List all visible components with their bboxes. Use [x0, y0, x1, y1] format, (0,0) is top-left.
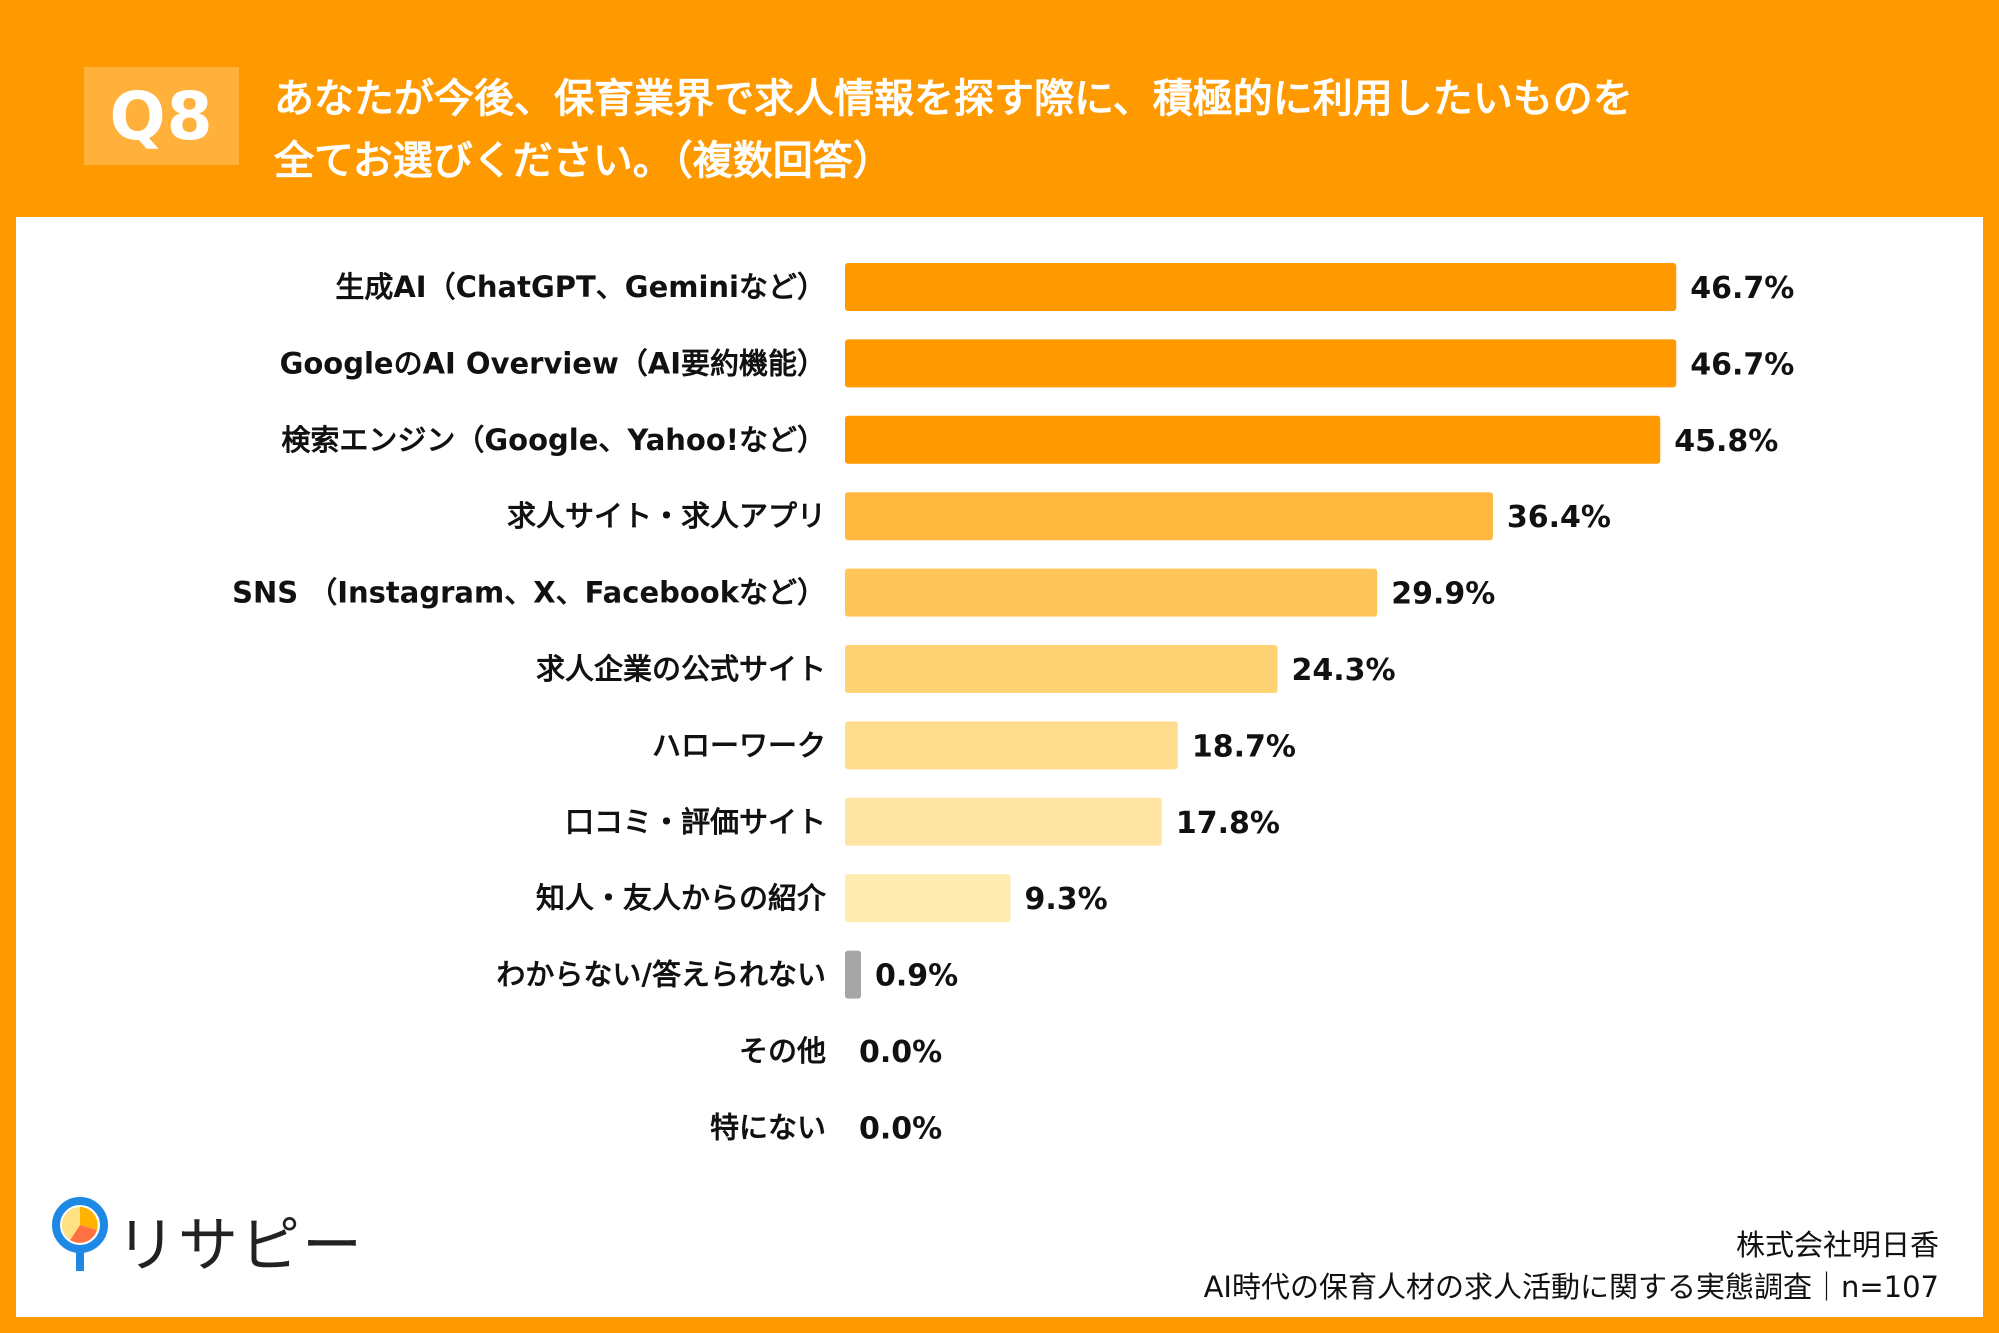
category-label: ハローワーク: [652, 728, 826, 762]
bar: [845, 492, 1493, 541]
bar: [845, 721, 1178, 770]
category-label: 検索エンジン（Google、Yahoo!など）: [281, 423, 826, 457]
category-label: わからない/答えられない: [496, 958, 826, 992]
bar: [845, 415, 1661, 464]
survey-caption: AI時代の保育人材の求人活動に関する実態調査｜n=107: [1203, 1270, 1939, 1304]
category-label: 生成AI（ChatGPT、Geminiなど）: [335, 270, 826, 304]
bar: [845, 568, 1378, 617]
category-label: SNS （Instagram、X、Facebookなど）: [232, 576, 826, 610]
category-label: 特にない: [710, 1110, 826, 1144]
category-label: 口コミ・評価サイト: [565, 805, 826, 839]
question-title: あなたが今後、保育業界で求人情報を探す際に、積極的に利用したいものを 全てお選び…: [274, 68, 1924, 192]
header: Q8 あなたが今後、保育業界で求人情報を探す際に、積極的に利用したいものを 全て…: [0, 0, 1999, 215]
bar: [845, 645, 1278, 693]
bar: [845, 950, 862, 999]
value-label: 36.4%: [1507, 500, 1611, 535]
bar: [845, 874, 1011, 923]
bar-chart: 生成AI（ChatGPT、Geminiなど） 46.7% GoogleのAI Ove…: [232, 263, 1794, 1146]
footer: 株式会社明日香 AI時代の保育人材の求人活動に関する実態調査｜n=107: [1204, 1224, 1939, 1308]
logo-text: リサピー: [116, 1211, 364, 1281]
category-label: 知人・友人からの紹介: [536, 881, 827, 915]
value-label: 0.0%: [859, 1035, 942, 1070]
question-badge: Q8: [84, 67, 239, 165]
risapy-logo: リサピー: [46, 1195, 362, 1281]
bar: [845, 339, 1677, 388]
value-label: 17.8%: [1176, 806, 1280, 841]
category-label: GoogleのAI Overview（AI要約機能）: [280, 346, 826, 380]
value-label: 24.3%: [1292, 653, 1396, 688]
value-label: 46.7%: [1690, 347, 1794, 382]
question-title-line2: 全てお選びください。（複数回答）: [274, 138, 893, 184]
company-name: 株式会社明日香: [1735, 1228, 1939, 1262]
bar: [845, 263, 1677, 311]
value-label: 9.3%: [1025, 882, 1108, 917]
value-label: 0.0%: [859, 1111, 942, 1146]
chart-panel: 生成AI（ChatGPT、Geminiなど） 46.7% GoogleのAI Ove…: [16, 217, 1983, 1317]
value-label: 0.9%: [875, 959, 958, 994]
category-label: 求人企業の公式サイト: [536, 652, 826, 686]
value-label: 46.7%: [1690, 271, 1794, 306]
value-label: 29.9%: [1391, 577, 1495, 612]
category-label: 求人サイト・求人アプリ: [507, 499, 826, 533]
question-title-line1: あなたが今後、保育業界で求人情報を探す際に、積極的に利用したいものを: [274, 76, 1633, 122]
logo-pin-icon: [52, 1197, 108, 1271]
value-label: 45.8%: [1674, 424, 1778, 459]
category-label: その他: [739, 1034, 826, 1068]
value-label: 18.7%: [1192, 729, 1296, 764]
bar: [845, 797, 1162, 846]
